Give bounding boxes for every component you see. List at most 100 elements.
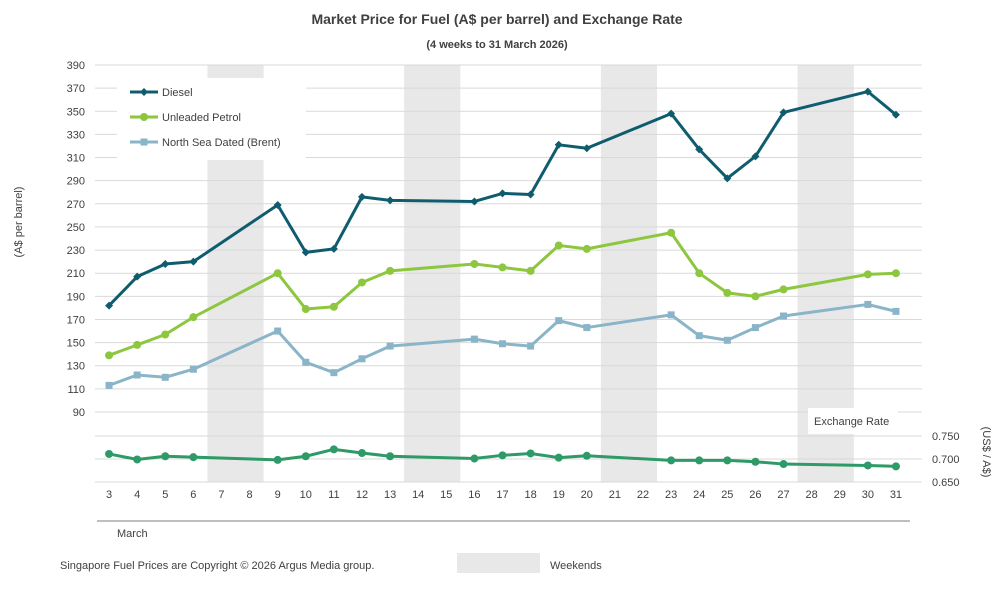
y-tick-label: 310: [67, 153, 85, 165]
exchange-rate-label: Exchange Rate: [814, 416, 889, 428]
exchange-rate-series-point: [723, 456, 732, 465]
x-tick-label-29: 29: [834, 489, 846, 501]
x-tick-label-24: 24: [693, 489, 705, 501]
exchange-rate-series-point: [526, 449, 535, 458]
x-tick-label-12: 12: [356, 489, 368, 501]
brent-series-point: [302, 358, 310, 366]
brent-series-point: [583, 324, 591, 332]
unleaded-series-point: [582, 244, 591, 253]
weekends-legend-label: Weekends: [550, 560, 602, 572]
y-tick-label: 190: [67, 291, 85, 303]
exchange-rate-series-point: [891, 462, 900, 471]
x-tick-label-22: 22: [637, 489, 649, 501]
diesel-series-point: [498, 189, 507, 198]
x-tick-label-15: 15: [440, 489, 452, 501]
unleaded-series-point: [695, 269, 704, 278]
diesel-series-point: [301, 248, 310, 257]
x-tick-label-4: 4: [134, 489, 140, 501]
unleaded-series-point: [779, 285, 788, 294]
x-tick-label-19: 19: [553, 489, 565, 501]
x-tick-label-11: 11: [328, 489, 339, 501]
exchange-rate-series-point: [779, 460, 788, 469]
brent-series-point: [330, 369, 338, 377]
x-tick-label-14: 14: [412, 489, 424, 501]
unleaded-series-point: [667, 228, 676, 237]
brent-series-point: [695, 332, 703, 340]
unleaded-series-point: [863, 270, 872, 279]
unleaded-series-point: [723, 288, 732, 297]
brent-series-point: [386, 342, 394, 350]
unleaded-series-point: [526, 266, 535, 275]
x-tick-label-6: 6: [190, 489, 196, 501]
diesel-series-point: [779, 108, 788, 117]
x-tick-label-31: 31: [890, 489, 902, 501]
copyright-text: Singapore Fuel Prices are Copyright © 20…: [60, 560, 374, 572]
diesel-series-point: [526, 190, 535, 199]
diesel-series-point: [189, 257, 198, 266]
x-tick-label-7: 7: [218, 489, 224, 501]
x-tick-label-13: 13: [384, 489, 396, 501]
y-tick-label: 90: [73, 407, 85, 419]
diesel-series-point: [554, 140, 563, 149]
brent-series-point: [892, 307, 900, 315]
diesel-series-point: [105, 301, 114, 310]
unleaded-series-point: [133, 340, 142, 349]
unleaded-series-point: [329, 302, 338, 311]
diesel-series-point: [329, 244, 338, 253]
unleaded-series-point: [357, 278, 366, 287]
exchange-rate-series-point: [498, 451, 507, 460]
diesel-series-point: [386, 196, 395, 205]
legend-entry: North Sea Dated (Brent): [162, 137, 281, 149]
unleaded-series-point: [751, 292, 760, 301]
exchange-rate-series-point: [301, 452, 310, 461]
legend-entry: Diesel: [162, 87, 193, 99]
x-tick-label-27: 27: [777, 489, 789, 501]
brent-series-point: [723, 336, 731, 344]
x-tick-label-20: 20: [581, 489, 593, 501]
y-tick-label: 270: [67, 199, 85, 211]
brent-series-point: [470, 335, 478, 343]
y-tick-label: 390: [67, 60, 85, 72]
diesel-series-point: [133, 272, 142, 281]
exchange-rate-series-point: [386, 452, 395, 461]
unleaded-series-point: [161, 330, 170, 339]
exchange-rate-series-point: [751, 457, 760, 466]
y-tick-label: 170: [67, 314, 85, 326]
y-tick-label: 250: [67, 222, 85, 234]
diesel-series-point: [582, 144, 591, 153]
exchange-rate-series-point: [470, 454, 479, 463]
exchange-rate-series-point: [273, 455, 282, 464]
y-tick-label: 210: [67, 268, 85, 280]
unleaded-series-point: [470, 259, 479, 268]
x-tick-label-3: 3: [106, 489, 112, 501]
brent-series-point: [527, 342, 535, 350]
brent-series-point: [555, 317, 563, 325]
diesel-series-point: [667, 109, 676, 118]
unleaded-series-point: [105, 351, 114, 360]
exchange-rate-series-point: [161, 452, 170, 461]
exchange-rate-series-point: [863, 461, 872, 470]
y-tick-label: 110: [67, 384, 85, 396]
x-axis-label: March: [117, 528, 148, 540]
brent-series-point: [105, 381, 113, 389]
exchange-rate-series-point: [189, 453, 198, 462]
brent-series-point: [274, 327, 282, 335]
x-tick-label-9: 9: [275, 489, 281, 501]
x-tick-label-18: 18: [524, 489, 536, 501]
brent-series-point: [133, 371, 141, 379]
exchange-rate-series-point: [582, 451, 591, 460]
x-tick-label-17: 17: [496, 489, 508, 501]
brent-series-point: [667, 311, 675, 319]
x-tick-label-23: 23: [665, 489, 677, 501]
y-tick-label: 330: [67, 129, 85, 141]
y2-axis-label: (US$ / A$): [980, 427, 992, 478]
unleaded-series-point: [554, 241, 563, 250]
unleaded-series-point: [498, 263, 507, 272]
x-tick-label-30: 30: [862, 489, 874, 501]
diesel-series-point: [751, 152, 760, 161]
y-tick-label: 350: [67, 106, 85, 118]
brent-series-point: [751, 324, 759, 332]
y-tick-label: 370: [67, 83, 85, 95]
